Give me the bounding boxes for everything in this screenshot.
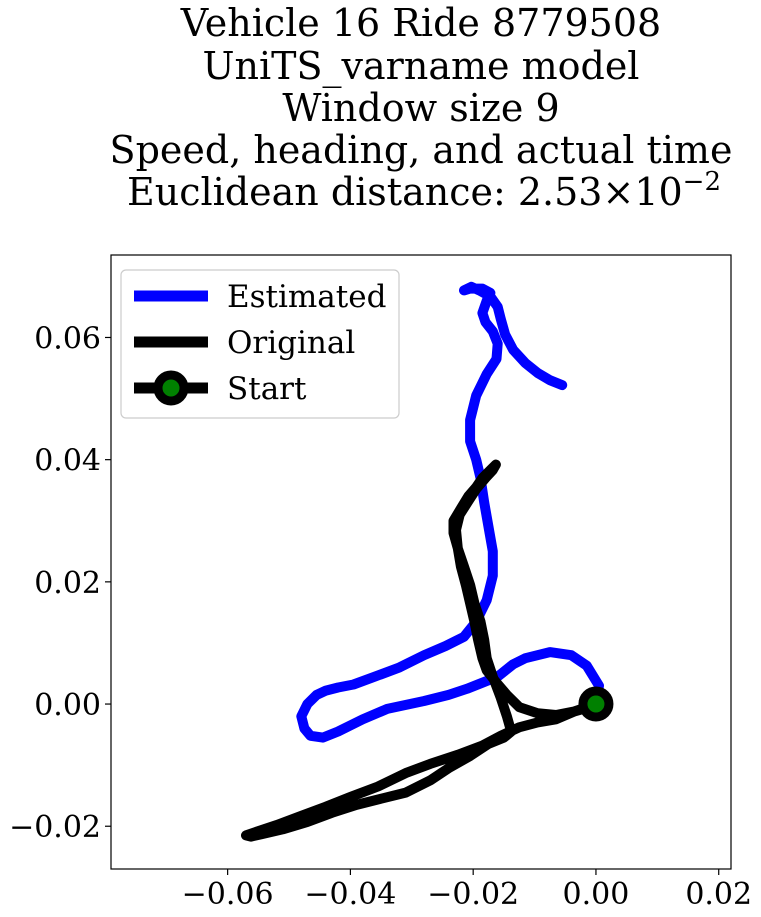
legend-start-label: Start: [227, 371, 307, 407]
chart-title: Vehicle 16 Ride 8779508 UniTS_varname mo…: [110, 1, 733, 214]
title-line-3: Window size 9: [282, 86, 559, 130]
x-tick-label: 0.00: [563, 877, 630, 912]
title-line-1: Vehicle 16 Ride 8779508: [180, 1, 661, 45]
title-distance-times: ×: [602, 170, 634, 214]
legend: Estimated Original Start: [120, 269, 400, 419]
y-axis-ticks: −0.02 0.00 0.02 0.04 0.06: [9, 321, 111, 845]
title-distance-base: 10: [634, 170, 682, 214]
x-axis-ticks: −0.06 −0.04 −0.02 0.00 0.02: [182, 869, 752, 912]
series-line-original: [241, 459, 601, 842]
y-tick-label: 0.02: [34, 566, 101, 601]
title-distance-exponent: −2: [683, 167, 721, 197]
y-tick-label: −0.02: [9, 810, 101, 845]
start-marker: [578, 686, 614, 722]
series-layer: [241, 281, 614, 842]
series-line-estimated: [296, 281, 604, 743]
legend-estimated-label: Estimated: [227, 279, 386, 315]
title-distance-prefix: Euclidean distance:: [127, 170, 518, 214]
title-line-4: Speed, heading, and actual time: [110, 128, 733, 172]
y-tick-label: 0.06: [34, 321, 101, 356]
x-tick-label: −0.02: [427, 877, 519, 912]
legend-box: [120, 269, 400, 419]
x-tick-label: −0.04: [304, 877, 396, 912]
title-line-5: Euclidean distance: 2.53×10−2: [127, 167, 721, 214]
y-tick-label: 0.04: [34, 444, 101, 479]
title-distance-mantissa: 2.53: [518, 170, 603, 214]
legend-original-label: Original: [227, 325, 355, 361]
y-tick-label: 0.00: [34, 688, 101, 723]
title-line-2: UniTS_varname model: [203, 44, 640, 89]
plot-frame: [110, 254, 732, 870]
legend-start-swatch-marker: [153, 370, 189, 406]
x-tick-label: −0.06: [182, 877, 274, 912]
x-tick-label: 0.02: [685, 877, 752, 912]
